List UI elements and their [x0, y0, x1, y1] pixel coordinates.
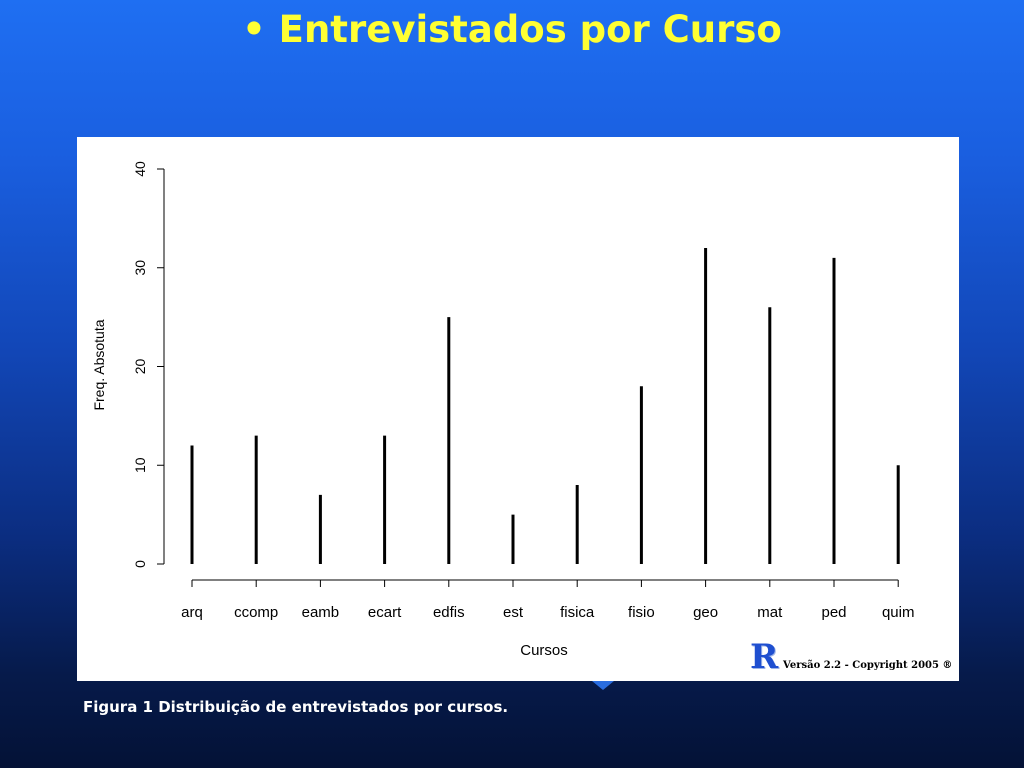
bar-chart: 0 10 20 30 40 arq ccomp eamb ecart edfis est fisic…: [91, 161, 915, 659]
y-tick-label: 10: [132, 457, 148, 473]
figure-caption: Figura 1 Distribuição de entrevistados p…: [83, 698, 509, 716]
y-tick-label: 0: [132, 560, 148, 568]
x-tick-label: edfis: [433, 604, 465, 621]
x-tick-label: fisica: [560, 604, 595, 621]
bars: [190, 248, 900, 564]
r-version-badge: R Versão 2.2 - Copyright 2005 ®: [750, 637, 953, 677]
x-tick-label: eamb: [302, 604, 340, 621]
x-tick-label: ccomp: [234, 604, 278, 621]
x-tick-label: quim: [882, 604, 915, 621]
x-axis: arq ccomp eamb ecart edfis est fisica fisio geo m…: [181, 579, 915, 621]
slide-title: • Entrevistados por Curso: [242, 8, 782, 51]
x-axis-label: Cursos: [520, 642, 568, 659]
x-tick-label: geo: [693, 604, 718, 621]
r-logo-icon: R: [750, 637, 779, 677]
r-version-note: Versão 2.2 - Copyright 2005 ®: [783, 660, 953, 671]
x-tick-label: ped: [821, 604, 846, 621]
y-tick-label: 30: [132, 260, 148, 276]
x-tick-label: fisio: [628, 604, 655, 621]
arrow-down-icon: [592, 681, 614, 690]
x-tick-label: ecart: [368, 604, 402, 621]
y-tick-label: 20: [132, 359, 148, 375]
x-tick-label: mat: [757, 604, 783, 621]
y-tick-label: 40: [132, 161, 148, 177]
y-axis: 0 10 20 30 40: [132, 161, 165, 568]
x-tick-label: est: [503, 604, 524, 621]
x-tick-label: arq: [181, 604, 203, 621]
y-axis-label: Freq. Absotuta: [91, 319, 107, 410]
chart-panel: 0 10 20 30 40 arq ccomp eamb ecart edfis est fisic…: [77, 137, 959, 681]
